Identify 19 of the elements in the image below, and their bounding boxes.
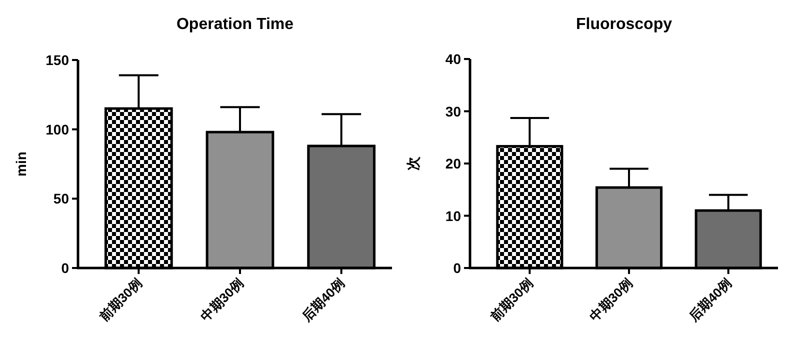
y-tick-label: 30: [445, 103, 462, 120]
chart-title: Operation Time: [176, 16, 294, 33]
y-tick-label: 50: [53, 190, 70, 207]
y-tick-label: 10: [445, 208, 462, 224]
y-tick-label: 20: [445, 156, 462, 172]
x-tick-label: 前期30例: [96, 276, 145, 325]
y-tick-label: 0: [453, 260, 462, 276]
x-tick-label: 前期30例: [486, 276, 536, 325]
y-tick-label: 100: [46, 121, 70, 138]
y-tick-label: 40: [445, 51, 462, 67]
x-tick-label: 后期40例: [685, 276, 734, 325]
x-tick-label: 中期30例: [198, 276, 246, 324]
y-tick-label: 150: [46, 52, 70, 68]
y-axis-title: min: [13, 152, 29, 176]
chart-title: Fluoroscopy: [576, 16, 672, 33]
x-tick-label: 中期30例: [586, 276, 636, 324]
x-tick-label: 后期40例: [298, 276, 348, 325]
y-tick-label: 0: [61, 260, 70, 276]
y-axis-title: 次: [405, 156, 421, 170]
